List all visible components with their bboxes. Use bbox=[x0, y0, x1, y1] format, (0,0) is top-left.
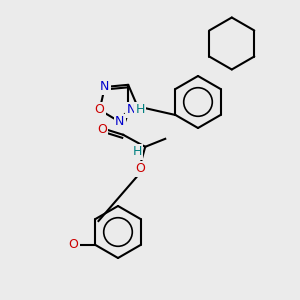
Text: H: H bbox=[136, 103, 145, 116]
Text: O: O bbox=[97, 123, 107, 136]
Text: O: O bbox=[135, 162, 145, 175]
Text: O: O bbox=[68, 238, 78, 251]
Text: N: N bbox=[127, 103, 136, 116]
Text: N: N bbox=[115, 116, 124, 128]
Text: O: O bbox=[95, 103, 105, 116]
Text: N: N bbox=[100, 80, 110, 94]
Text: H: H bbox=[133, 145, 142, 158]
